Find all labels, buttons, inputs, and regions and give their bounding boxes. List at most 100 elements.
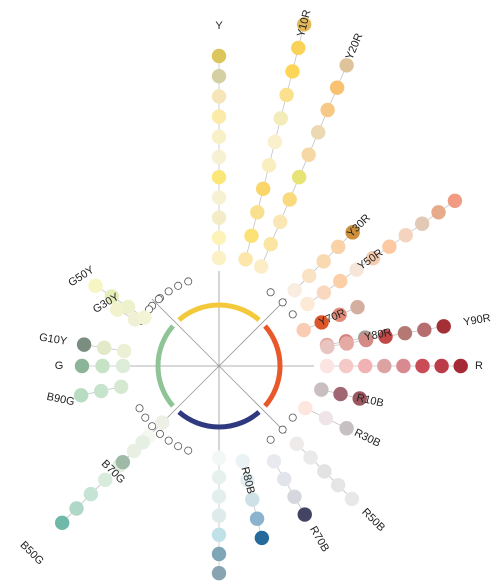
chroma-dot-y50r [333,273,348,289]
chroma-dot-y70r [314,315,329,330]
chroma-dot-y50r [382,239,397,254]
hue-label-r30b: R30B [352,427,382,450]
hue-label-y70r: Y70R [317,307,347,329]
chroma-dot-r [434,358,449,374]
hue-arcs [155,302,283,430]
chroma-dot-r30b [318,410,334,426]
chroma-dot-y20r [272,214,288,230]
chroma-dot-g [115,358,131,374]
chroma-dot-y20r [282,192,297,207]
chroma-dot-y50r [300,296,315,312]
chroma-dot-b [211,470,227,485]
chroma-dot-y50r [447,193,463,209]
chroma-dot-y [211,109,227,124]
chroma-dot-y [211,170,227,185]
chroma-dot-b50g [54,515,70,531]
chroma-dot-r50b [303,450,318,465]
chroma-dot-b [211,527,227,542]
chroma-dot-y90r [320,339,335,355]
chroma-dot-b70g [135,435,150,450]
chroma-dot-y70r [332,307,347,323]
chroma-dot-y [211,210,227,225]
chroma-dot-y20r [301,147,316,162]
chroma-dot-b70g [155,415,170,430]
chroma-dot-r30b [339,421,354,436]
chroma-dot-y20r [253,259,269,274]
ring-dot [164,287,173,296]
ring-dot [174,442,183,451]
chroma-dot-r [396,358,411,374]
chroma-dot-y50r [431,205,446,220]
spoke-line-y70r [303,306,358,331]
ring-dot [278,425,287,434]
chroma-dot-y90r [378,329,393,344]
chroma-dots [54,17,468,581]
hue-label-r70b: R70B [307,524,331,554]
chroma-dot-g50y [120,299,136,315]
chroma-dot-y10r [250,205,265,220]
chroma-dot-r30b [298,400,313,416]
chroma-dot-y10r [296,17,312,32]
chroma-dot-b50g [98,472,113,487]
hue-label-b90g: B90G [46,391,76,409]
chroma-dot-y30r [316,254,331,269]
blue-arc [177,410,261,430]
chroma-dot-r70b [287,489,302,504]
chroma-dot-b50g [83,486,99,502]
chroma-dot-g [95,358,110,374]
chroma-dot-b50g [69,501,84,516]
chroma-dot-y [211,69,227,84]
chroma-dot-y10r [291,40,306,56]
ring-dot [135,404,144,413]
chroma-dot-y30r [345,225,360,240]
chroma-dot-g10y [96,340,112,356]
hue-label-g: G [55,360,64,372]
chroma-dot-y90r [397,326,413,341]
chroma-dot-b90g [113,379,129,394]
chroma-dot-b [211,489,227,504]
chroma-dot-r70b [297,507,312,522]
chroma-dot-b [211,546,227,562]
ring-dot [266,435,275,444]
green-arc [155,324,175,408]
chroma-dot-y50r [316,285,332,300]
chroma-dot-y10r [261,158,277,173]
chroma-dot-y30r [301,268,317,284]
chroma-dot-g50y [137,310,152,325]
hue-label-y20r: Y20R [344,31,366,61]
ring-dot [141,413,150,422]
chroma-dot-y10r [285,64,300,79]
hue-label-y80r: Y80R [363,326,392,343]
chroma-dot-y70r [350,299,365,315]
chroma-dot-g [74,358,90,374]
chroma-dot-y20r [320,102,335,118]
ring-dot [184,277,193,286]
yellow-arc [177,302,261,322]
spoke-lines [61,24,461,574]
spoke-line-g50y [95,285,145,318]
chroma-dot-y [211,129,227,144]
chroma-dot-b70g [115,454,131,470]
hue-label-y: Y [215,20,223,32]
chroma-dot-b [211,508,227,523]
chroma-dot-y [211,48,227,64]
hue-label-r50b: R50B [359,506,387,534]
chroma-dot-y50r [349,262,364,277]
ring-dot [164,436,173,445]
chroma-dot-r50b [289,436,304,451]
chroma-dot-r50b [317,464,332,479]
chroma-dot-y30r [330,239,346,255]
chroma-dot-r [358,358,373,374]
chroma-dot-b [211,566,227,581]
ring-dot [266,288,275,297]
ring-dot [154,295,163,304]
spoke-line-y50r [307,200,456,305]
chroma-dot-b50g [126,443,142,459]
chroma-dot-r80b [245,492,260,507]
chroma-dot-r70b [266,454,282,469]
chroma-dot-r [453,358,468,374]
chroma-dot-r80b [249,511,265,526]
chroma-dot-r10b [314,382,329,397]
chroma-dot-y [211,89,227,104]
chroma-dot-b [211,450,227,466]
